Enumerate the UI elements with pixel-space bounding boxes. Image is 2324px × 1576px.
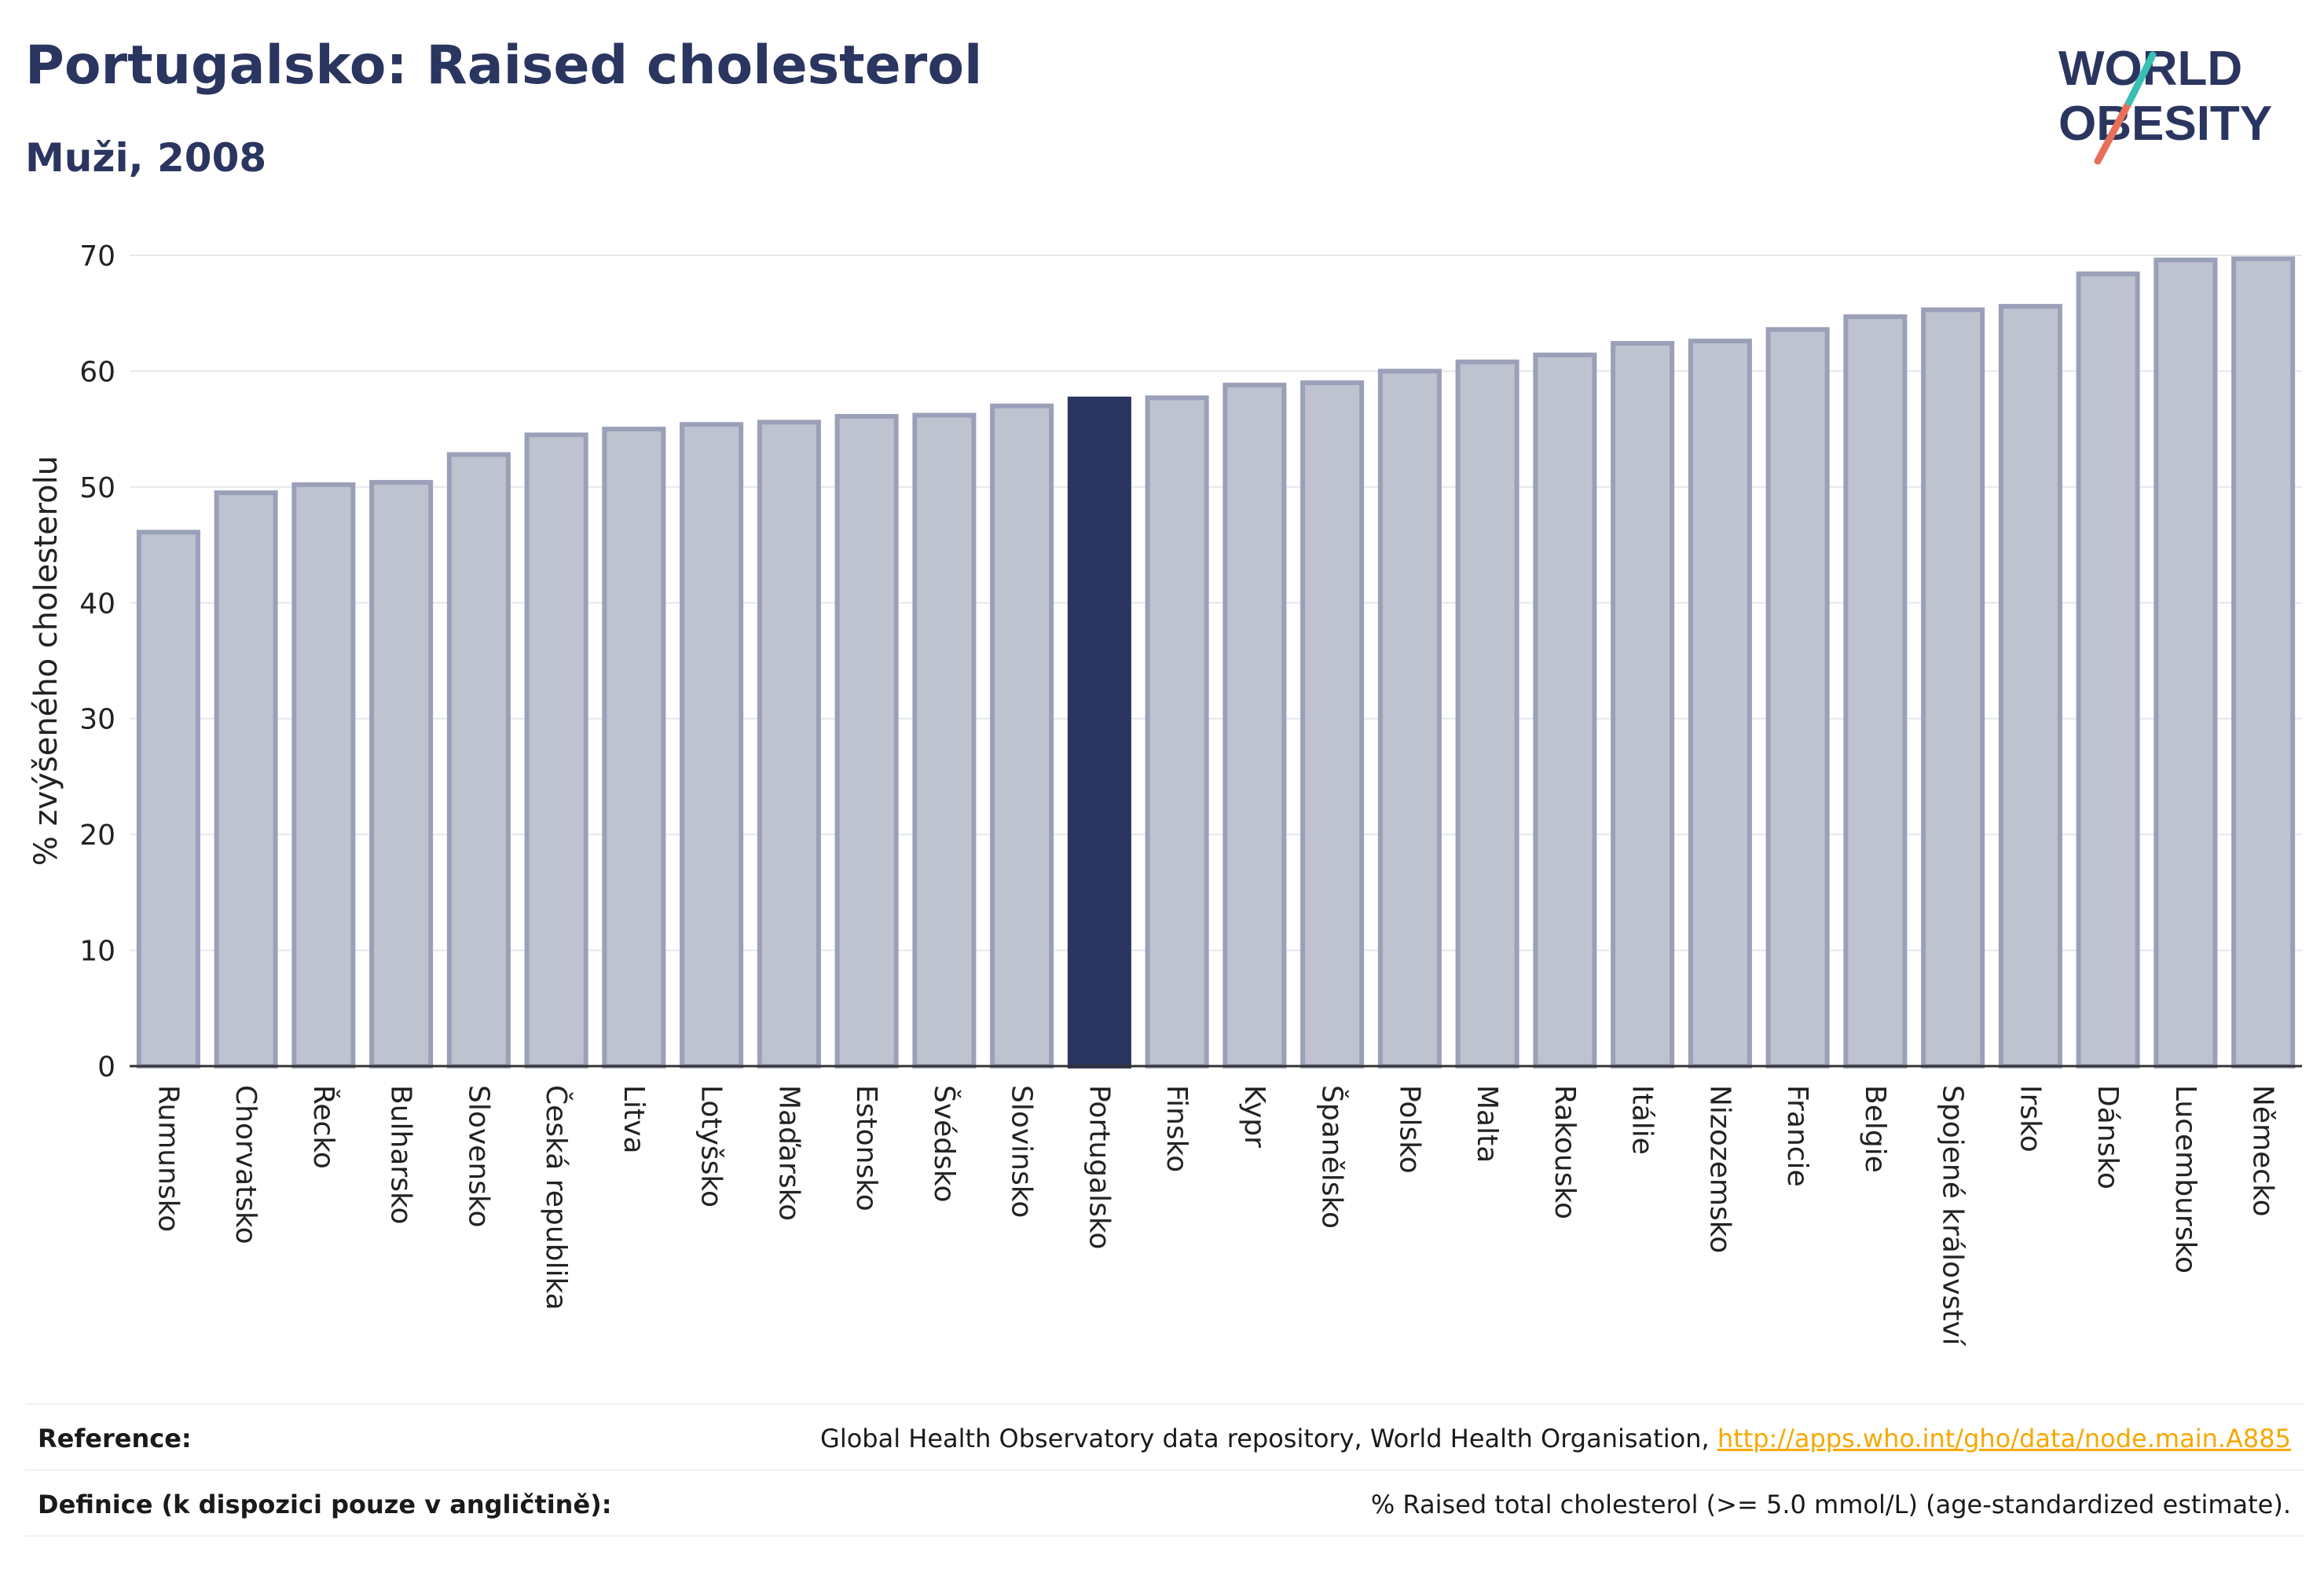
x-tick-label: Slovensko <box>462 1085 494 1228</box>
bar-Dánsko <box>2076 271 2140 1068</box>
bar-Malta <box>1455 359 1519 1068</box>
x-tick-label: Slovinsko <box>1006 1085 1038 1218</box>
reference-label: Reference: <box>38 1424 192 1453</box>
bar-Spojené království <box>1921 307 1985 1068</box>
x-tick-label: Lucembursko <box>2169 1085 2201 1274</box>
x-tick-label: Rakousko <box>1549 1085 1581 1219</box>
x-tick-label: Dánsko <box>2091 1085 2124 1189</box>
world-obesity-logo: WORLD OBESITY <box>2058 42 2272 165</box>
y-tick-label: 20 <box>79 819 115 852</box>
x-tick-label: Bulharsko <box>385 1085 417 1225</box>
bar-Slovensko <box>446 452 511 1068</box>
bar-Rakousko <box>1533 352 1597 1068</box>
bar-chart: 0 10 20 30 40 50 60 70 % zvýšeného cholesterolu R… <box>28 240 2302 1347</box>
page-title: Portugalsko: Raised cholesterol <box>25 35 983 97</box>
bar-Polsko <box>1377 368 1442 1068</box>
bar-Nizozemsko <box>1688 339 1752 1068</box>
reference-text: Global Health Observatory data repositor… <box>820 1424 1717 1453</box>
definition-row: Definice (k dispozici pouze v angličtině… <box>25 1472 2304 1538</box>
bar-Irsko <box>1998 303 2062 1068</box>
bar-Itálie <box>1611 341 1675 1068</box>
definition-value: % Raised total cholesterol (>= 5.0 mmol/… <box>1370 1490 2291 1519</box>
x-tick-label: Estonsko <box>850 1085 882 1211</box>
x-tick-label: Německo <box>2247 1085 2279 1217</box>
x-tick-label: Španělsko <box>1316 1085 1349 1229</box>
y-axis-label: % zvýšeného cholesterolu <box>28 456 64 866</box>
divider <box>25 1535 2304 1537</box>
definition-label: Definice (k dispozici pouze v angličtině… <box>38 1490 612 1519</box>
y-tick-label: 0 <box>97 1051 115 1083</box>
x-tick-label: Chorvatsko <box>229 1085 262 1244</box>
x-tick-label: Rumunsko <box>152 1085 184 1232</box>
x-tick-label: Spojené království <box>1937 1085 1969 1347</box>
bar-Francie <box>1765 327 1830 1068</box>
x-tick-label: Francie <box>1781 1085 1813 1187</box>
x-tick-label: Finsko <box>1160 1085 1193 1172</box>
bar-Lotyšsko <box>680 422 744 1068</box>
bar-Německo <box>2231 256 2296 1068</box>
y-tick-label: 70 <box>79 240 115 273</box>
y-tick-label: 30 <box>79 704 115 736</box>
divider <box>25 1469 2304 1471</box>
bar-Finsko <box>1145 395 1209 1068</box>
x-tick-label: Nizozemsko <box>1703 1085 1736 1253</box>
y-tick-label: 10 <box>79 936 115 968</box>
y-tick-label: 60 <box>79 356 115 388</box>
bar-Lucembursko <box>2154 257 2218 1069</box>
x-tick-label: Polsko <box>1393 1085 1425 1174</box>
x-tick-label: Švédsko <box>928 1085 961 1203</box>
bar-Slovinsko <box>990 403 1054 1068</box>
x-tick-label: Irsko <box>2014 1085 2046 1153</box>
bar-Španělsko <box>1300 380 1365 1068</box>
x-tick-label: Kypr <box>1238 1085 1270 1148</box>
reference-row: Reference: Global Health Observatory dat… <box>25 1406 2304 1472</box>
reference-value: Global Health Observatory data repositor… <box>820 1424 2291 1453</box>
y-tick-label: 40 <box>79 588 115 620</box>
divider <box>25 1403 2304 1405</box>
x-tick-label: Malta <box>1471 1085 1503 1163</box>
x-tick-label: Lotyšsko <box>695 1085 728 1208</box>
bar-Bulharsko <box>369 479 434 1068</box>
x-tick-label: Česká republika <box>540 1085 573 1310</box>
x-tick-label: Litva <box>618 1085 650 1154</box>
x-tick-label: Belgie <box>1859 1085 1891 1173</box>
logo-line1: WORLD <box>2058 42 2242 96</box>
bar-Portugalsko <box>1067 396 1131 1069</box>
bar-Kypr <box>1222 383 1287 1068</box>
bar-Maďarsko <box>757 420 821 1068</box>
bar-Litva <box>602 427 666 1068</box>
x-tick-label: Maďarsko <box>772 1085 805 1221</box>
page-subtitle: Muži, 2008 <box>25 135 267 181</box>
bar-Česká republika <box>524 432 588 1068</box>
reference-link[interactable]: http://apps.who.int/gho/data/node.main.A… <box>1717 1424 2291 1453</box>
x-tick-label: Itálie <box>1626 1085 1659 1155</box>
bar-Chorvatsko <box>214 490 278 1068</box>
logo-line2: OBESITY <box>2058 97 2272 151</box>
x-tick-label: Řecko <box>307 1085 340 1169</box>
bar-Belgie <box>1843 314 1908 1068</box>
bar-Řecko <box>291 482 356 1068</box>
y-tick-label: 50 <box>79 472 115 504</box>
x-tick-label: Portugalsko <box>1083 1085 1115 1249</box>
bar-Rumunsko <box>136 530 200 1068</box>
bar-Švédsko <box>912 412 977 1068</box>
bar-Estonsko <box>834 413 899 1068</box>
